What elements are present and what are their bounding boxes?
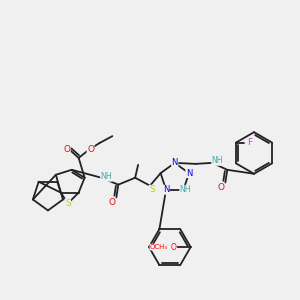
Text: O: O: [218, 183, 225, 192]
Text: F: F: [247, 138, 252, 147]
Text: OCH₃: OCH₃: [150, 244, 168, 250]
Text: NH: NH: [180, 185, 191, 194]
Text: O: O: [109, 198, 116, 207]
Text: O: O: [63, 145, 70, 154]
Text: N: N: [163, 185, 169, 194]
Text: N: N: [172, 158, 178, 167]
Text: N: N: [186, 169, 192, 178]
Text: O: O: [171, 243, 177, 252]
Text: NH: NH: [212, 156, 223, 165]
Text: O: O: [87, 145, 94, 154]
Text: NH: NH: [100, 172, 112, 181]
Text: S: S: [149, 185, 155, 194]
Text: S: S: [65, 199, 70, 208]
